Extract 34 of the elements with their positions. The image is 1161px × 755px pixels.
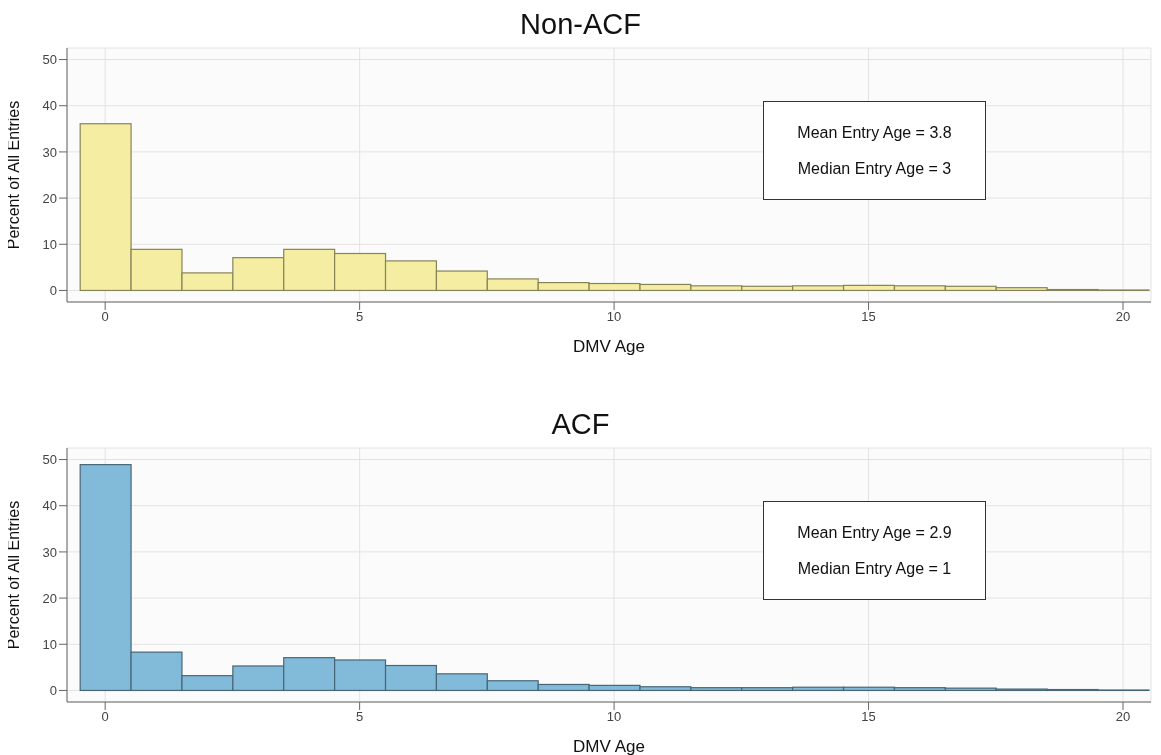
annotation: Median Entry Age = 1	[797, 559, 952, 578]
y-tick-label: 30	[42, 144, 57, 160]
x-axis-title: DMV Age	[573, 337, 645, 356]
annotation: Median Entry Age = 3	[797, 159, 952, 178]
x-tick-label: 5	[356, 709, 364, 725]
y-tick-label: 20	[42, 190, 57, 206]
x-tick-label: 15	[861, 309, 876, 325]
x-tick-label: 5	[356, 309, 364, 325]
text-box: Mean Entry Age = 2.9 Median Entry Age = 1	[763, 501, 986, 600]
annotation: Mean Entry Age = 3.8	[797, 123, 952, 142]
y-tick-label: 10	[42, 636, 57, 652]
y-tick-label: 0	[49, 683, 57, 699]
y-axis-title: Percent of All Entries	[4, 500, 22, 650]
annotation: Mean Entry Age = 2.9	[797, 523, 952, 542]
x-tick-label: 10	[606, 709, 622, 725]
x-tick-label: 0	[101, 709, 109, 725]
y-tick-label: 10	[42, 236, 57, 252]
y-tick-label: 0	[49, 283, 57, 299]
x-tick-label: 15	[861, 709, 876, 725]
x-tick-label: 0	[101, 309, 109, 325]
y-tick-label: 50	[42, 452, 57, 468]
x-tick-label: 20	[1115, 309, 1131, 325]
y-tick-label: 20	[42, 590, 57, 606]
y-axis-title: Percent of All Entries	[4, 100, 22, 250]
x-tick-label: 10	[606, 309, 622, 325]
y-tick-label: 50	[42, 52, 57, 68]
y-tick-label: 30	[42, 544, 57, 560]
y-tick-label: 40	[42, 498, 57, 514]
x-tick-label: 20	[1115, 709, 1131, 725]
chart-title: Non-ACF	[519, 8, 642, 42]
chart-title: ACF	[550, 408, 611, 442]
y-tick-label: 40	[42, 98, 57, 114]
x-axis-title: DMV Age	[573, 737, 645, 755]
text-box: Mean Entry Age = 3.8 Median Entry Age = 3	[763, 101, 986, 200]
